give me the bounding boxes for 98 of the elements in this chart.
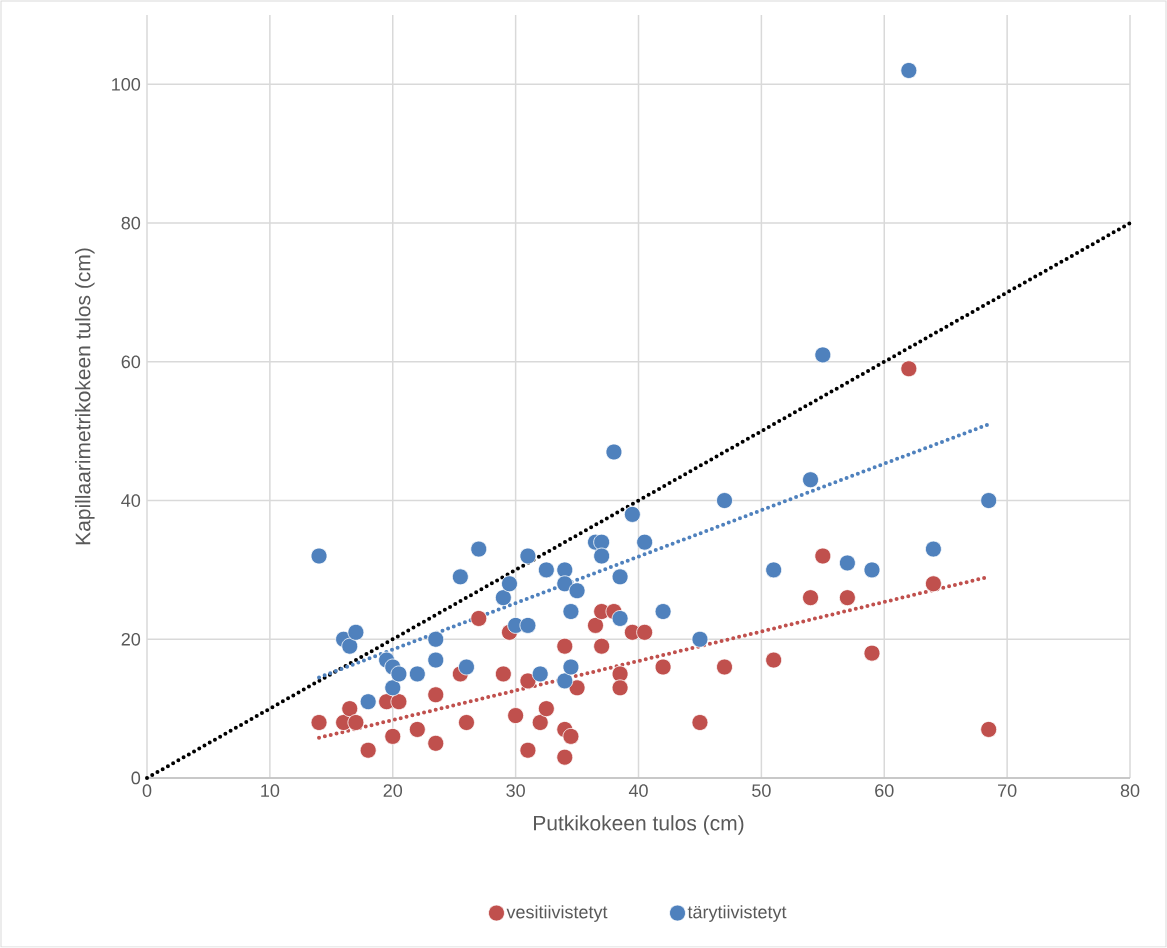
point [494,665,512,683]
point [863,644,881,662]
point [347,714,365,731]
point [593,637,611,655]
point [556,672,574,690]
point [802,589,819,607]
point [765,651,783,669]
x-tick-label: 70 [998,784,1017,797]
point [458,658,475,676]
x-tick-label: 0 [142,784,152,797]
point [838,589,856,607]
point [359,693,377,711]
point [470,540,488,558]
point [556,561,574,579]
point [359,741,377,759]
x-tick-label: 80 [1120,784,1140,797]
point [390,665,408,683]
point [519,741,537,759]
point [863,561,881,579]
point [470,610,488,627]
point [838,554,856,572]
point [611,679,629,697]
point [925,540,942,558]
point [611,665,629,683]
point [537,561,555,579]
point [408,665,426,683]
point [384,727,402,745]
point [310,547,328,565]
point [562,603,580,620]
point [980,721,998,738]
point [568,679,586,697]
point [611,568,629,586]
point [980,492,998,509]
y-tick-label: 0 [131,771,141,785]
point [494,589,512,607]
x-tick-label: 20 [383,784,403,797]
point [390,693,408,711]
y-tick-label: 20 [121,632,141,646]
legend-label: vesitiivistetyt [506,905,608,922]
point [501,575,518,593]
x-tick-label: 40 [628,784,648,797]
point [556,575,574,593]
point [611,610,629,627]
y-tick-label: 60 [121,355,141,369]
point [427,686,445,704]
point [451,568,469,586]
point [814,547,832,565]
y-axis-title: Kapillaarimetrikokeen tulos (cm) [75,248,95,545]
x-tick-label: 30 [506,784,525,797]
point [925,575,942,593]
point [347,623,365,641]
point [593,533,611,551]
y-tick-label: 40 [121,494,141,507]
point [341,700,359,718]
point [716,658,733,676]
point [519,672,537,690]
point [537,700,555,718]
point [568,582,586,600]
point [310,714,328,731]
point [341,637,359,655]
x-tick-label: 10 [261,784,280,797]
point [427,651,445,669]
point [654,603,672,620]
point [507,707,525,724]
point [623,506,641,523]
point [384,679,402,697]
x-tick-label: 60 [875,784,894,797]
point [605,443,623,461]
point [900,360,918,378]
point [531,665,549,683]
legend-label: tärytiivistetyt [687,905,787,922]
point [691,630,709,648]
y-tick-label: 80 [121,216,141,230]
point [519,617,537,634]
point [531,714,549,731]
point [691,714,709,731]
x-tick-label: 50 [752,784,771,797]
point [562,658,580,676]
point [556,637,574,655]
point [587,617,604,634]
point [519,547,537,565]
point [716,492,733,509]
point [654,658,672,676]
point [458,714,475,731]
point [593,547,611,565]
point [556,748,574,766]
x-axis-title: Putkikokeen tulos (cm) [534,815,744,835]
point [562,727,580,745]
point [408,721,426,738]
point [427,630,445,648]
point [636,623,654,641]
point [900,62,918,79]
point [765,561,783,579]
point [814,346,832,364]
point [802,471,819,489]
point [427,734,445,752]
y-tick-label: 100 [112,77,141,91]
point [636,533,654,551]
